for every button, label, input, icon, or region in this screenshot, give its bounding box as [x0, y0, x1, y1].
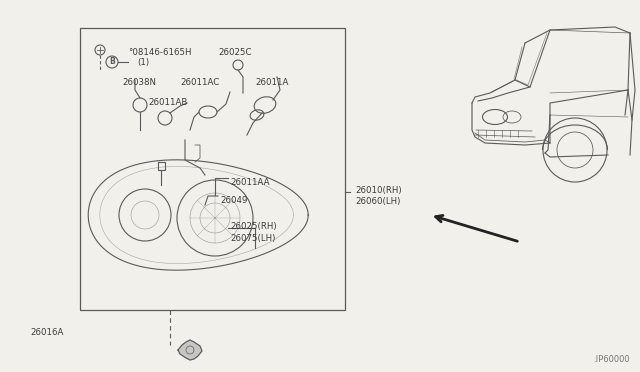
Text: B: B [109, 58, 115, 67]
Text: 26025C: 26025C [218, 48, 252, 57]
Text: (1): (1) [137, 58, 149, 67]
Text: 26049: 26049 [220, 196, 248, 205]
Text: 26010(RH): 26010(RH) [355, 186, 402, 195]
Text: 26011A: 26011A [255, 78, 289, 87]
Text: 26075(LH): 26075(LH) [230, 234, 275, 243]
Text: 26016A: 26016A [30, 328, 63, 337]
Text: 26025(RH): 26025(RH) [230, 222, 276, 231]
Text: 26038N: 26038N [122, 78, 156, 87]
Text: .IP60000: .IP60000 [593, 355, 630, 364]
Bar [80, 28, 345, 310]
Text: 26060(LH): 26060(LH) [355, 197, 401, 206]
Text: 26011AB: 26011AB [148, 98, 188, 107]
Text: 26011AA: 26011AA [230, 178, 269, 187]
Text: °08146-6165H: °08146-6165H [128, 48, 191, 57]
Text: 26011AC: 26011AC [180, 78, 220, 87]
Polygon shape [178, 340, 202, 360]
